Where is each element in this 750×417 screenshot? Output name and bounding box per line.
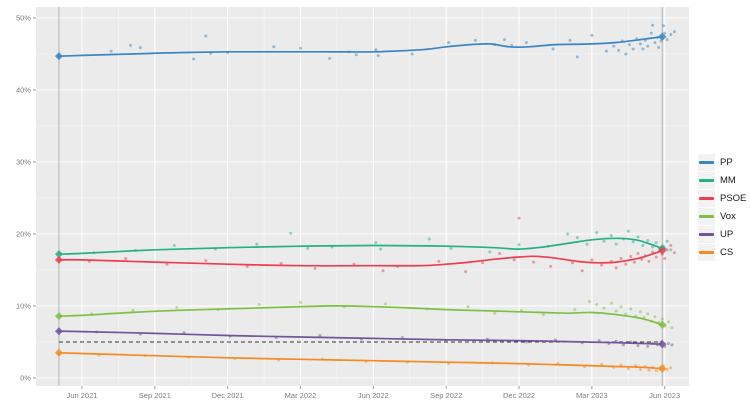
svg-text:0%: 0%	[20, 374, 31, 383]
legend-key-psoe	[698, 189, 715, 207]
svg-text:40%: 40%	[16, 86, 31, 95]
chart-legend: PP MM PSOE Vox UP CS	[698, 153, 746, 261]
svg-text:Dec 2021: Dec 2021	[212, 391, 244, 400]
legend-key-cs	[698, 243, 715, 261]
legend-label-pp: PP	[720, 156, 733, 168]
svg-text:Dec 2022: Dec 2022	[503, 391, 535, 400]
legend-item-up: UP	[698, 225, 746, 243]
legend-item-vox: Vox	[698, 207, 746, 225]
svg-text:Mar 2023: Mar 2023	[576, 391, 608, 400]
svg-text:30%: 30%	[16, 158, 31, 167]
legend-label-vox: Vox	[720, 210, 736, 222]
svg-text:Jun 2022: Jun 2022	[358, 391, 389, 400]
legend-item-mm: MM	[698, 171, 746, 189]
legend-key-vox	[698, 207, 715, 225]
legend-key-pp	[698, 153, 715, 171]
svg-text:Jun 2023: Jun 2023	[649, 391, 680, 400]
legend-label-up: UP	[720, 228, 734, 240]
svg-text:Sep 2021: Sep 2021	[139, 391, 171, 400]
svg-text:50%: 50%	[16, 14, 31, 23]
up-line-swatch-icon	[699, 232, 714, 236]
mm-line-swatch-icon	[699, 178, 714, 182]
pp-line-swatch-icon	[699, 160, 714, 164]
svg-text:10%: 10%	[16, 302, 31, 311]
cs-line-swatch-icon	[699, 250, 714, 254]
svg-text:Mar 2022: Mar 2022	[285, 391, 317, 400]
svg-text:20%: 20%	[16, 230, 31, 239]
legend-item-cs: CS	[698, 243, 746, 261]
legend-item-pp: PP	[698, 153, 746, 171]
legend-key-mm	[698, 171, 715, 189]
svg-text:Sep 2022: Sep 2022	[430, 391, 462, 400]
vox-line-swatch-icon	[699, 214, 714, 218]
svg-text:Jun 2021: Jun 2021	[67, 391, 98, 400]
legend-label-mm: MM	[720, 174, 736, 186]
legend-label-cs: CS	[720, 246, 734, 258]
psoe-line-swatch-icon	[699, 196, 714, 200]
legend-label-psoe: PSOE	[720, 192, 747, 204]
legend-item-psoe: PSOE	[698, 189, 746, 207]
legend-key-up	[698, 225, 715, 243]
